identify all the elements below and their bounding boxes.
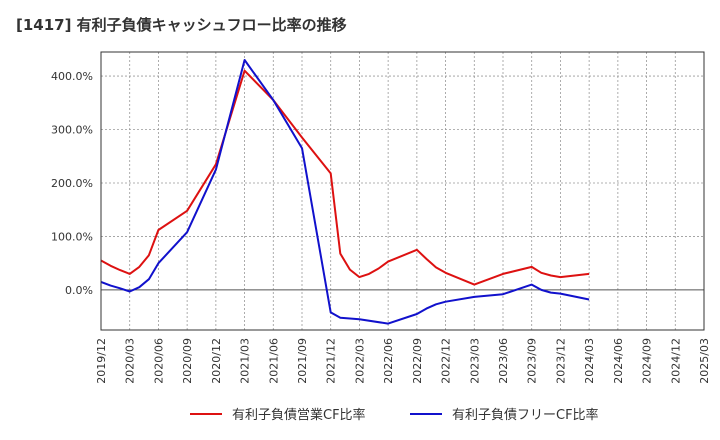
x-tick-label: 2023/06	[497, 338, 510, 384]
x-tick-label: 2024/06	[612, 338, 625, 384]
chart-title: [1417] 有利子負債キャッシュフロー比率の推移	[16, 16, 347, 34]
x-tick-label: 2025/03	[698, 338, 711, 384]
series-lines	[100, 59, 590, 325]
x-tick-label: 2022/09	[411, 338, 424, 384]
legend-label: 有利子負債営業CF比率	[232, 408, 366, 423]
legend-swatch-blue	[410, 412, 442, 415]
plot-frame	[100, 51, 705, 331]
legend: 有利子負債営業CF比率 有利子負債フリーCF比率	[0, 404, 720, 428]
series-line-1	[100, 59, 590, 325]
x-tick-label: 2021/09	[296, 338, 309, 384]
x-tick-label: 2024/03	[583, 338, 596, 384]
x-tick-label: 2024/09	[641, 338, 654, 384]
x-tick-label: 2021/06	[267, 338, 280, 384]
y-tick-label: 200.0%	[51, 177, 93, 190]
legend-item-operating-cf: 有利子負債営業CF比率	[190, 404, 366, 423]
y-tick-label: 300.0%	[51, 124, 93, 137]
x-tick-label: 2021/03	[239, 338, 252, 384]
x-tick-label: 2020/09	[181, 338, 194, 384]
legend-label: 有利子負債フリーCF比率	[452, 408, 599, 423]
x-tick-label: 2023/12	[554, 338, 567, 384]
x-tick-label: 2020/06	[152, 338, 165, 384]
x-tick-label: 2022/06	[382, 338, 395, 384]
x-tick-label: 2023/09	[526, 338, 539, 384]
x-tick-label: 2019/12	[95, 338, 108, 384]
x-tick-labels: 2019/12 2020/03 2020/06 2020/09 2020/12 2021/…	[95, 338, 711, 384]
x-tick-label: 2023/03	[468, 338, 481, 384]
y-tick-label: 0.0%	[65, 284, 93, 297]
grid-lines	[100, 52, 705, 330]
x-tick-label: 2020/12	[210, 338, 223, 384]
y-tick-labels: 0.0% 100.0% 200.0% 300.0% 400.0%	[51, 70, 93, 297]
legend-item-free-cf: 有利子負債フリーCF比率	[410, 404, 599, 423]
x-tick-label: 2020/03	[124, 338, 137, 384]
series-line-0	[100, 69, 590, 286]
legend-swatch-red	[190, 412, 222, 415]
x-tick-label: 2022/12	[440, 338, 453, 384]
y-tick-label: 100.0%	[51, 230, 93, 243]
x-tick-label: 2024/12	[669, 338, 682, 384]
x-tick-label: 2021/12	[325, 338, 338, 384]
y-tick-label: 400.0%	[51, 70, 93, 83]
x-tick-label: 2022/03	[353, 338, 366, 384]
